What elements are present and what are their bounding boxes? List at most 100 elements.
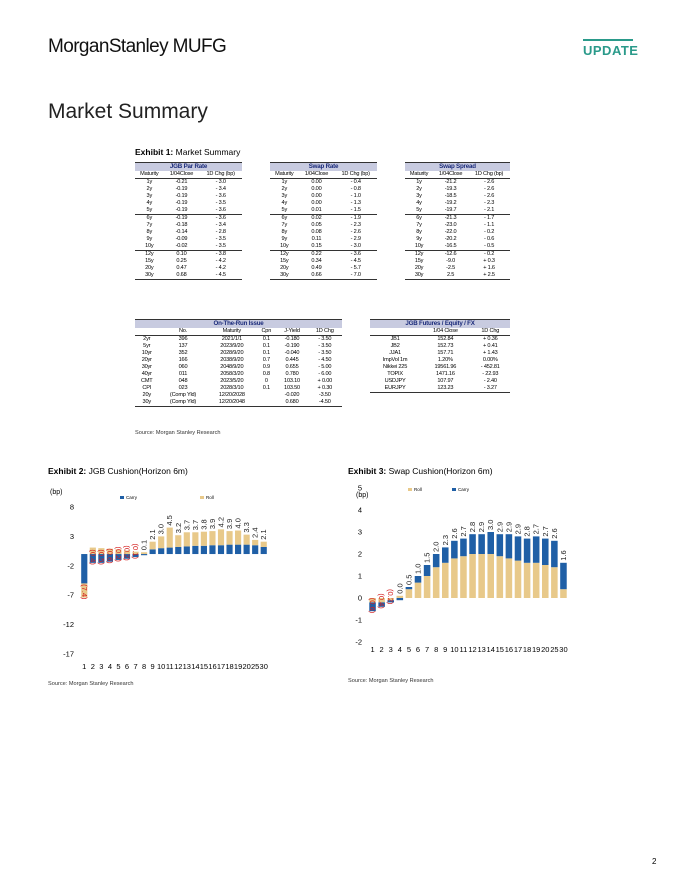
data-label: 2.4	[251, 527, 260, 537]
table-cell: 2038/9/20	[220, 356, 244, 363]
exhibit1-label: Exhibit 1:	[135, 147, 174, 157]
bar-carry	[378, 602, 385, 607]
table-row: 10y -16.5 - 0.5	[405, 243, 510, 251]
table-cell: + 2.5	[468, 271, 510, 280]
bar-roll	[496, 556, 504, 598]
data-label: (0.6)	[105, 548, 114, 564]
x-tick-label: 18	[225, 662, 233, 671]
bar-roll	[414, 582, 422, 598]
table-cell: 2028/3/10	[220, 384, 244, 391]
table-cell: 0.22	[298, 249, 335, 258]
table-cell: - 3.0	[215, 178, 226, 185]
table-cell: 0.02	[298, 213, 335, 222]
bar-roll	[451, 558, 458, 598]
table-cell: 30yr	[141, 363, 152, 370]
data-label: 1.5	[423, 553, 432, 563]
data-label: (0.6)	[368, 598, 377, 614]
table-row: 8y 0.08 - 2.6	[270, 229, 377, 236]
data-label: 3.8	[199, 519, 208, 529]
bar-roll	[200, 531, 207, 546]
x-tick-label: 6	[125, 662, 129, 671]
table-row: 9y -0.09 - 3.5	[135, 236, 242, 243]
column-header: 1D Chg (bp)	[199, 170, 242, 179]
table-row: 20y 0.49 - 5.7	[270, 265, 377, 272]
x-tick-label: 20	[242, 662, 250, 671]
bar-carry	[192, 545, 199, 555]
table-cell: - 1.9	[334, 213, 377, 222]
data-label: 2.6	[450, 528, 459, 538]
y-tick-label: 1	[358, 572, 362, 581]
table-cell: - 1.5	[350, 206, 361, 213]
table-cell: 0.00	[311, 178, 322, 185]
table-cell: - 2.6	[483, 192, 495, 199]
table-cell: -0.190	[284, 342, 300, 349]
table-cell: -22.0	[444, 228, 457, 235]
table-cell: - 1.0	[350, 192, 361, 199]
bar-roll	[469, 554, 476, 598]
swap_rate-header: Swap Rate	[270, 162, 377, 171]
table-cell: - 6.00	[318, 370, 332, 377]
table-cell: 0.08	[311, 228, 322, 235]
bar-carry	[158, 548, 165, 555]
table-cell: - 452.81	[480, 363, 500, 370]
x-tick-label: 13	[477, 645, 485, 654]
futures-table: JGB Futures / Equity / FX 1/04 Close 1D Ch…	[370, 319, 510, 393]
bar-carry	[560, 562, 567, 590]
x-tick-label: 19	[234, 662, 242, 671]
table-row: 5y -19.7 - 2.1	[405, 207, 510, 215]
table-row: 12y -12.6- 0.2	[405, 249, 510, 258]
bar-roll	[514, 560, 522, 598]
table-cell: -0.19	[175, 185, 188, 192]
x-tick-label: 14	[191, 662, 199, 671]
table-cell: -19.2	[444, 199, 457, 206]
data-label: (0.4)	[88, 549, 97, 565]
bar-roll	[487, 554, 494, 598]
table-cell: 0.01	[311, 206, 322, 213]
table-cell: 2023/9/20	[220, 342, 244, 349]
table-cell: 6y	[270, 213, 299, 222]
table-cell: 0.7	[262, 356, 270, 363]
bar-roll	[158, 536, 165, 549]
data-label: (0.2)	[123, 545, 132, 561]
x-tick-label: 25	[251, 662, 259, 671]
x-tick-label: 25	[550, 645, 558, 654]
data-label: 2.1	[259, 529, 268, 539]
table-row: 20y 0.47 - 4.2	[135, 265, 242, 272]
y-tick-label: 4	[358, 506, 362, 515]
table-row: USDJPY 107.97 - 2.40	[370, 378, 510, 385]
table-cell: 2.5	[433, 271, 469, 280]
table-cell: -4.50	[307, 398, 342, 407]
column-header: Maturity	[207, 327, 257, 336]
table-cell: 2y	[416, 185, 422, 192]
table-cell: 0.445	[285, 356, 299, 363]
table-cell: 123.23	[420, 384, 471, 393]
table-cell: - 3.5	[215, 199, 226, 206]
y-tick-label: -17	[63, 650, 74, 659]
page-title: Market Summary	[48, 100, 208, 123]
y-tick-label: 3	[70, 532, 74, 541]
bar-roll	[405, 589, 413, 598]
y-tick-label: 2	[358, 550, 362, 559]
table-row: 7y -23.0 - 1.1	[405, 222, 510, 229]
bar-carry	[149, 549, 156, 555]
table-cell: 103.50	[284, 384, 300, 391]
table-cell: + 0.3	[483, 257, 495, 264]
bar-roll	[560, 589, 567, 598]
exhibit2-caption: Exhibit 2: JGB Cushion(Horizon 6m)	[48, 466, 188, 476]
data-label: 2.7	[459, 526, 468, 536]
bar-carry	[532, 536, 540, 563]
bar-carry	[166, 547, 173, 555]
data-label: (0.2)	[114, 546, 123, 562]
table-cell: 0.15	[311, 242, 322, 249]
table-row: 7y -0.18 - 3.4	[135, 222, 242, 229]
data-label: 2.9	[495, 522, 504, 532]
bar-carry	[523, 538, 531, 563]
data-label: (7.4)	[80, 584, 89, 600]
table-cell: - 2.3	[350, 221, 361, 228]
table-cell: - 3.6	[215, 192, 226, 199]
x-tick-label: 17	[217, 662, 225, 671]
table-row: 4y -19.2 - 2.3	[405, 200, 510, 207]
bar-carry	[81, 554, 88, 584]
jgb_par-header: JGB Par Rate	[135, 162, 242, 171]
table-row: CPI 023 2028/3/10 0.1 103.50 + 0.30	[135, 385, 342, 392]
